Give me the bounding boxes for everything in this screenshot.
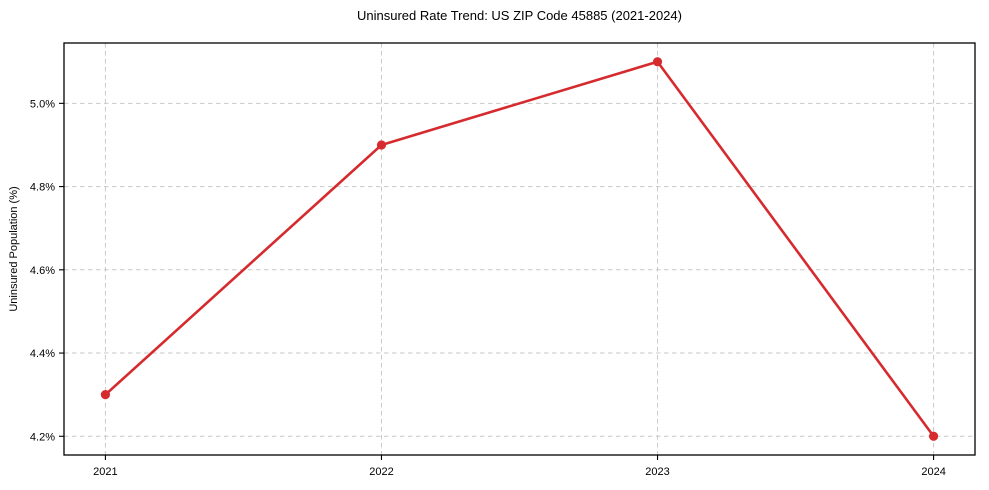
y-axis-label: Uninsured Population (%) <box>8 186 20 312</box>
chart-title: Uninsured Rate Trend: US ZIP Code 45885 … <box>357 8 682 23</box>
data-point-marker <box>928 431 939 441</box>
trend-line <box>104 60 935 438</box>
y-tick-label: 5.0% <box>30 98 55 110</box>
x-tick-label: 2024 <box>921 466 945 478</box>
plot-frame <box>63 42 976 456</box>
data-point-marker <box>652 57 663 67</box>
y-tick-label: 4.8% <box>30 182 55 194</box>
x-tick-label: 2021 <box>93 466 117 478</box>
x-tick-label: 2023 <box>645 466 669 478</box>
y-tick-label: 4.4% <box>30 348 55 360</box>
y-tick-label: 4.6% <box>30 265 55 277</box>
data-point-marker <box>376 140 387 150</box>
x-tick-label: 2022 <box>369 466 393 478</box>
data-point-marker <box>100 390 111 400</box>
y-tick-label: 4.2% <box>30 431 55 443</box>
